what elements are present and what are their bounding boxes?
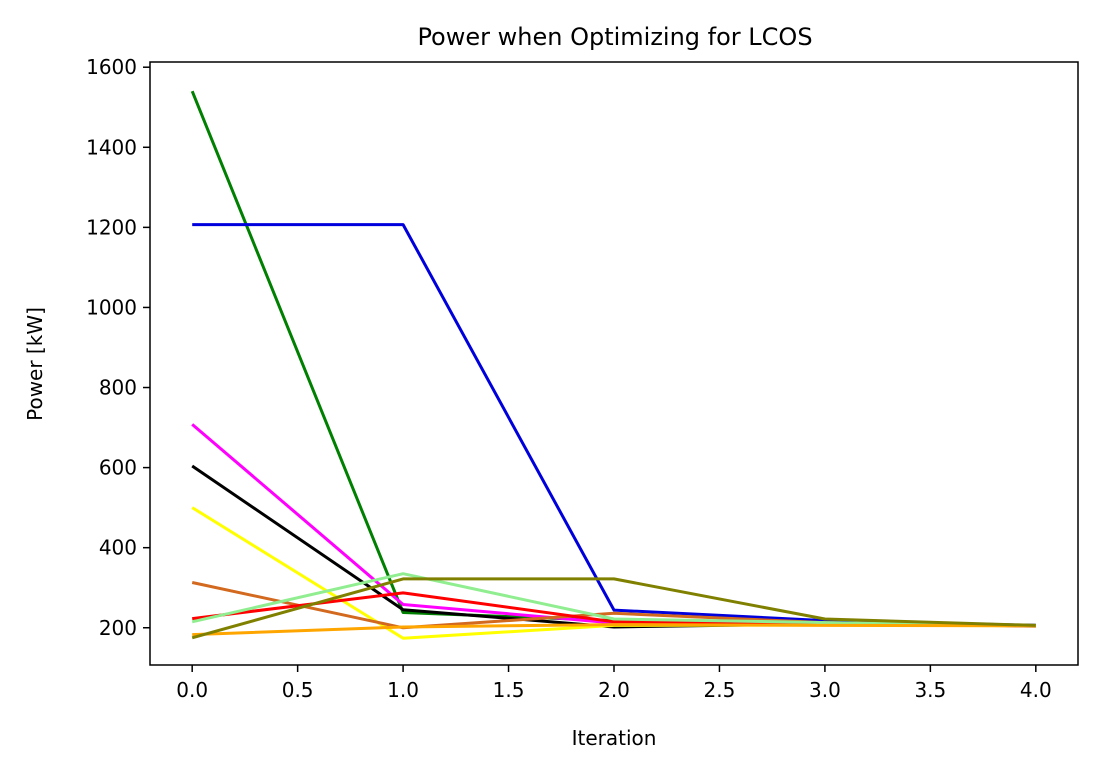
y-tick-label: 200 <box>99 616 137 640</box>
y-tick-label: 1200 <box>86 215 137 239</box>
chart-title: Power when Optimizing for LCOS <box>417 23 812 51</box>
y-tick-label: 800 <box>99 376 137 400</box>
x-tick-label: 3.0 <box>809 678 841 702</box>
x-axis-label: Iteration <box>572 726 657 750</box>
series-line-8 <box>191 572 1036 628</box>
y-axis: 200 400 600 800 1000 1200 1400 1600 <box>86 55 150 640</box>
x-axis: 0.0 0.5 1.0 1.5 2.0 2.5 3.0 3.5 4.0 <box>176 665 1052 702</box>
series-line-10 <box>191 577 1036 640</box>
y-tick-label: 600 <box>99 456 137 480</box>
series-layer <box>190 90 1036 640</box>
y-tick-label: 400 <box>99 536 137 560</box>
y-tick-label: 1000 <box>86 295 137 319</box>
x-tick-label: 2.5 <box>704 678 736 702</box>
series-line-9 <box>192 623 1036 637</box>
y-tick-label: 1400 <box>86 135 137 159</box>
x-tick-label: 1.0 <box>387 678 419 702</box>
x-tick-label: 1.5 <box>493 678 525 702</box>
x-tick-label: 2.0 <box>598 678 630 702</box>
x-tick-label: 0.0 <box>176 678 208 702</box>
y-axis-label: Power [kW] <box>23 307 47 421</box>
y-tick-label: 1600 <box>86 55 137 79</box>
x-tick-label: 0.5 <box>282 678 314 702</box>
x-tick-label: 4.0 <box>1020 678 1052 702</box>
x-tick-label: 3.5 <box>914 678 946 702</box>
